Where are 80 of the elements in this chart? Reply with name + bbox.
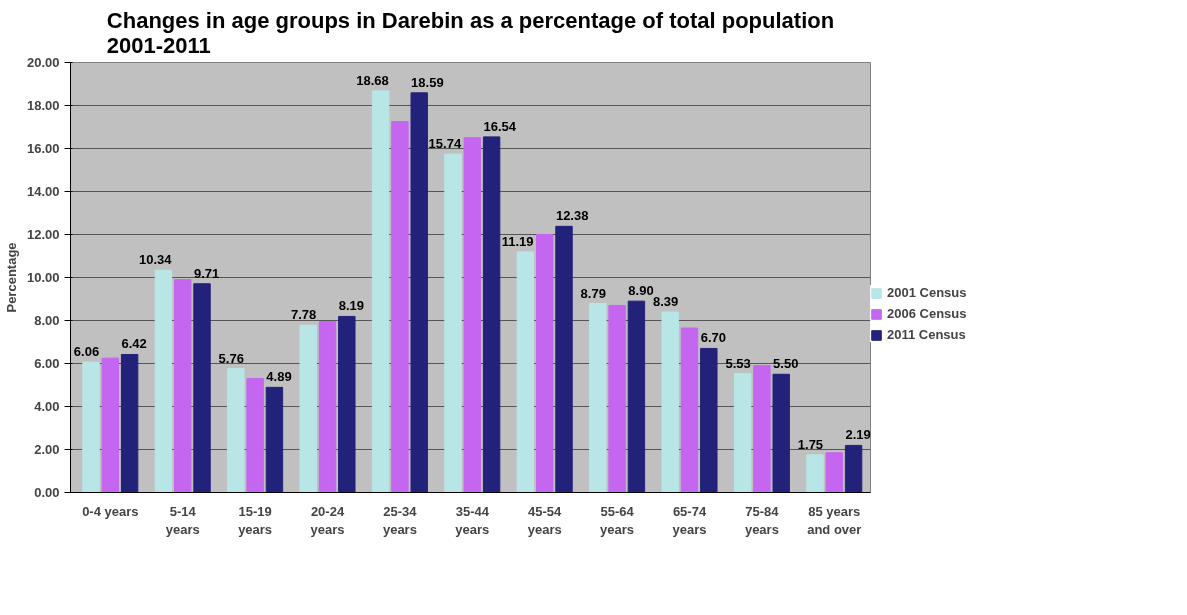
bar [82,361,100,493]
y-tick-label: 2.00 [34,442,60,457]
bar [700,347,718,493]
legend-label: 2011 Census [887,327,966,342]
bar [391,121,409,493]
y-tick-label: 10.00 [26,270,60,285]
bar [627,300,646,493]
data-label: 1.75 [797,436,824,452]
bar [318,321,337,493]
y-tick-label: 4.00 [34,399,60,414]
bar [265,386,284,493]
bar [825,452,844,493]
bar [680,327,699,493]
bar [482,136,501,493]
bar [227,368,245,493]
data-label: 12.38 [555,208,589,224]
legend-label: 2001 Census [887,285,967,300]
x-tick-label: 20-24 years [310,503,345,537]
bar [193,283,211,493]
bar [733,373,752,493]
bar [463,137,482,493]
bar [753,365,771,493]
x-tick-label: 0-4 years [82,503,139,519]
y-tick-label: 20.00 [26,55,60,70]
bar [608,304,626,493]
bar [589,303,607,493]
data-label: 8.90 [628,283,654,299]
data-label: 16.54 [483,118,517,134]
bar [516,251,535,493]
bar [444,153,462,493]
data-label: 4.89 [266,369,292,385]
bar [154,269,173,493]
x-tick-label: 5-14 years [165,503,200,537]
y-tick-label: 0.00 [34,485,60,500]
data-label: 6.70 [700,330,727,346]
x-tick-label: 15-19 years [238,503,273,537]
x-tick-label: 65-74 years [672,503,707,537]
bar [661,311,679,493]
x-tick-label: 85 years and over [807,503,862,537]
data-label: 8.19 [338,298,365,314]
data-label: 18.59 [411,74,444,90]
data-label: 9.71 [193,265,220,281]
y-tick-label: 6.00 [34,356,60,371]
x-tick-label: 75-84 years [744,503,780,537]
y-axis-title: Percentage [3,242,19,313]
chart-title: Changes in age groups in Darebin as a percentage of total population 2001-2011 [106,7,835,58]
data-label: 11.19 [501,233,534,249]
bar [120,353,139,493]
bar [174,279,192,493]
y-tick-label: 12.00 [26,227,60,242]
x-tick-label: 55-64 years [600,503,635,537]
data-label: 7.78 [291,307,317,323]
data-label: 8.39 [653,294,679,310]
data-label: 18.68 [356,72,389,88]
x-tick-label: 35-44 years [455,503,490,537]
data-label: 6.42 [121,336,147,352]
bar [246,378,264,493]
data-label: 2.19 [845,427,871,443]
data-label: 6.06 [73,344,100,360]
bar [299,324,317,493]
y-tick-label: 18.00 [26,98,60,113]
bar [844,444,863,493]
bar [806,454,824,493]
bar [555,225,573,493]
bar [371,90,390,493]
bar [410,92,428,493]
y-tick-label: 14.00 [26,184,60,199]
data-label: 5.76 [218,350,244,366]
bar [101,357,120,493]
bar [536,234,554,493]
y-tick-label: 8.00 [34,313,60,328]
x-tick-label: 25-34 years [382,503,418,537]
legend-label: 2006 Census [887,306,967,321]
bar [338,315,356,493]
y-tick-label: 16.00 [26,141,60,156]
bar [772,373,790,493]
data-label: 15.74 [428,136,462,152]
x-tick-label: 45-54 years [527,503,563,537]
data-label: 8.79 [580,285,606,301]
data-label: 10.34 [138,252,173,268]
